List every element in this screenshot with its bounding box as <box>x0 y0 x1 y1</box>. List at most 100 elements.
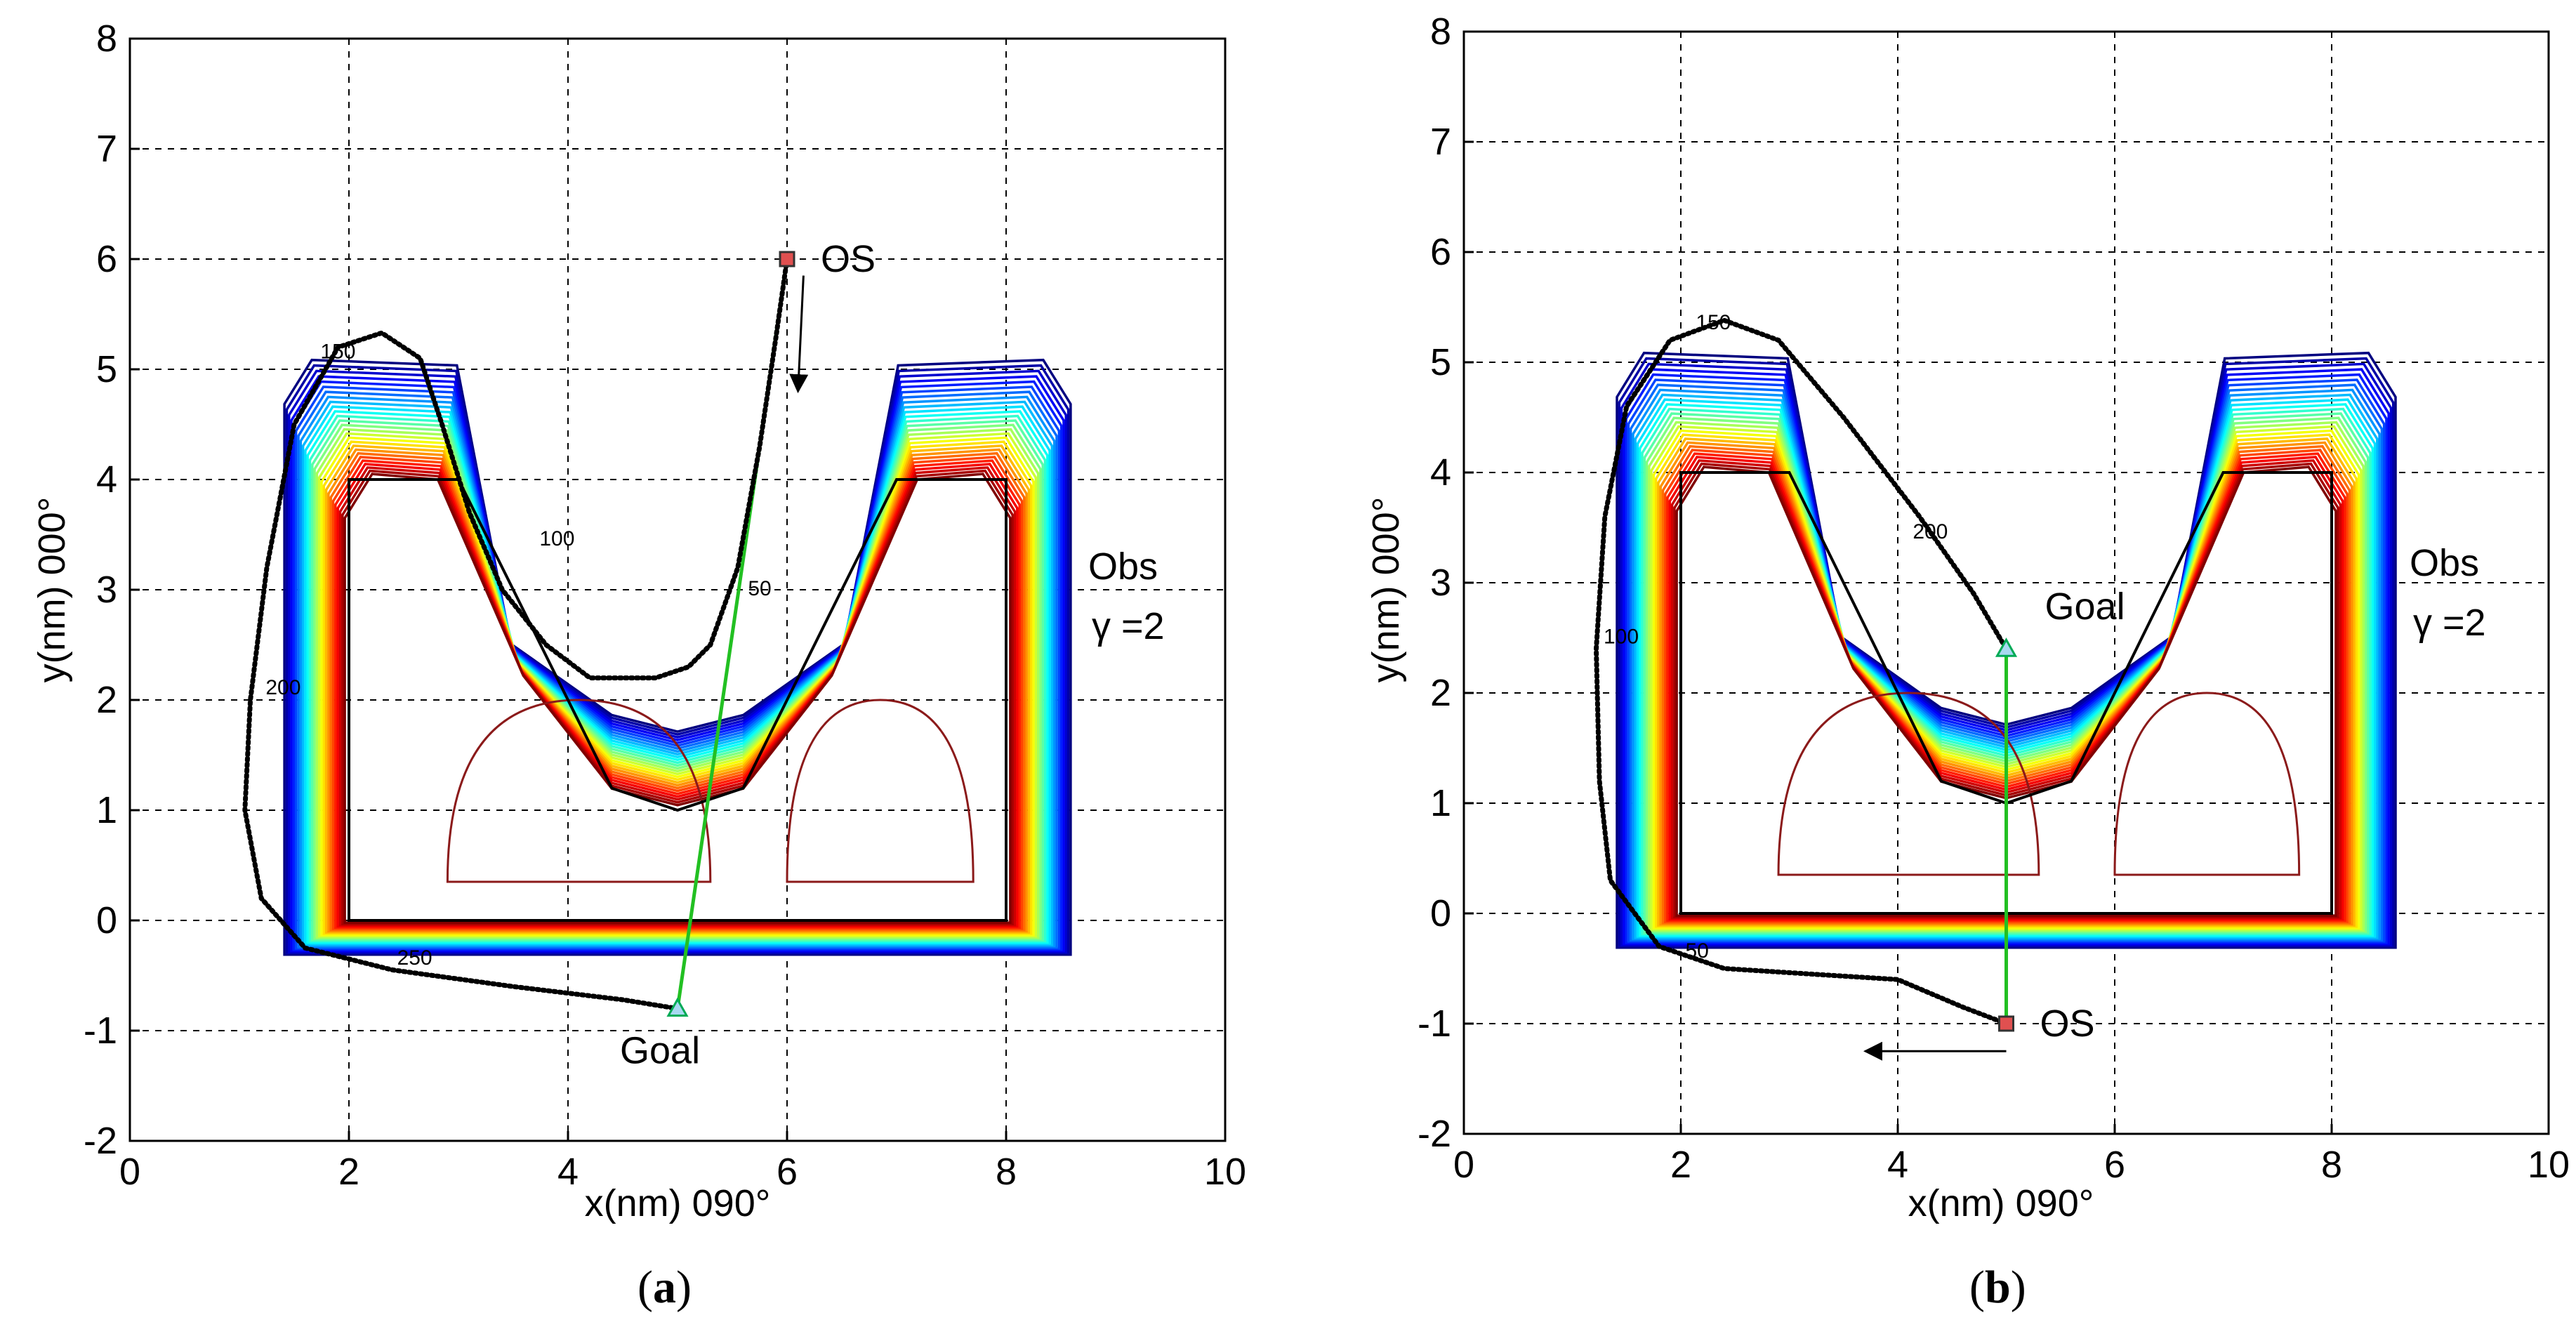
obstacle-outline-a <box>348 478 1008 922</box>
contour-line-a <box>320 436 1035 937</box>
contour-line-b <box>1650 425 2363 931</box>
start-label-b: OS <box>2040 1003 2095 1045</box>
contour-value-label-a: 100 <box>539 527 574 550</box>
y-tick-label-b: -1 <box>1418 1003 1451 1045</box>
contour-line-a <box>290 375 1065 953</box>
x-tick-label-a: 10 <box>1204 1151 1246 1193</box>
contour-line-a <box>294 385 1061 950</box>
y-tick-label-a: 1 <box>96 789 117 831</box>
obstacle-contours-b <box>1616 351 2397 949</box>
contour-line-b <box>1654 433 2358 928</box>
contour-value-label-b: 100 <box>1604 625 1639 648</box>
contour-line-b <box>1634 393 2379 939</box>
contour-line-b <box>1620 362 2393 946</box>
contour-line-b <box>1638 403 2374 937</box>
contour-line-b <box>1670 459 2342 920</box>
caption-paren-close-b: ) <box>2011 1262 2026 1313</box>
caption-paren-open-a: ( <box>638 1262 653 1313</box>
inner-contour-lobe-a <box>446 699 712 883</box>
x-tick-label-b: 6 <box>2104 1144 2125 1186</box>
contour-line-a <box>285 364 1070 955</box>
y-tick-label-a: -2 <box>84 1120 117 1162</box>
panel-b: 150 200 100 50 OS Goal 0 2 4 6 8 10 -2 -1 0 1 2 3 4 5 6 7 8 x… <box>1365 11 2570 1313</box>
y-tick-label-b: 8 <box>1430 11 1451 53</box>
contour-line-b <box>1643 412 2370 934</box>
goal-label-a: Goal <box>620 1030 700 1072</box>
trajectory-core-b <box>1594 319 2007 1025</box>
y-tick-label-b: -2 <box>1418 1113 1451 1155</box>
contour-value-label-a: 200 <box>265 676 300 699</box>
x-tick-label-b: 4 <box>1887 1144 1908 1186</box>
obstacle-contours-a <box>283 358 1072 956</box>
contour-line-a <box>308 414 1047 943</box>
contour-line-a <box>287 369 1068 953</box>
y-axis-label-b: y(nm) 000° <box>1365 497 1407 683</box>
contour-line-a <box>301 400 1054 946</box>
trajectory-core-a <box>244 258 788 1010</box>
inner-contour-lobe-a <box>786 699 975 883</box>
gamma-label-b: γ =2 <box>2413 602 2486 644</box>
y-tick-label-b: 7 <box>1430 121 1451 163</box>
caption-paren-open-b: ( <box>1969 1262 1985 1313</box>
series-a: 150 100 50 200 250 OS Goal <box>242 238 876 1072</box>
start-marker-a <box>779 251 795 267</box>
inner-contour-lobe-b <box>2113 692 2301 876</box>
contour-value-label-a: 50 <box>748 577 771 600</box>
y-tick-label-a: 7 <box>96 128 117 170</box>
contour-line-b <box>1664 449 2349 923</box>
start-marker-b <box>1998 1015 2014 1032</box>
contour-line-b <box>1632 388 2381 941</box>
y-tick-label-b: 3 <box>1430 562 1451 604</box>
x-axis-label-a: x(nm) 090° <box>585 1182 771 1224</box>
goal-marker-a <box>666 997 689 1017</box>
y-tick-label-a: 2 <box>96 679 117 721</box>
y-tick-label-a: -1 <box>84 1010 117 1052</box>
x-axis-label-b: x(nm) 090° <box>1908 1182 2094 1224</box>
contour-line-b <box>1657 437 2356 927</box>
contour-value-label-a: 150 <box>320 340 355 363</box>
goal-label-b: Goal <box>2045 586 2125 628</box>
caption-b: (b) <box>1969 1262 2026 1313</box>
contour-value-label-b: 50 <box>1685 939 1708 963</box>
inner-contour-lobe-b <box>1777 692 2040 876</box>
y-tick-label-b: 5 <box>1430 341 1451 383</box>
x-tick-label-b: 0 <box>1453 1144 1474 1186</box>
obstacle-label-b: Obs <box>2410 542 2479 584</box>
motion-arrow-a <box>789 275 809 394</box>
contour-line-a <box>292 380 1063 951</box>
caption-letter-b: b <box>1985 1262 2011 1313</box>
ticks-a: 0 2 4 6 8 10 -2 -1 0 1 2 3 4 5 6 7 8 <box>84 18 1246 1193</box>
y-tick-label-a: 6 <box>96 238 117 280</box>
ticks-b: 0 2 4 6 8 10 -2 -1 0 1 2 3 4 5 6 7 8 <box>1418 11 2570 1186</box>
x-tick-label-a: 6 <box>777 1151 798 1193</box>
contour-line-b <box>1627 378 2386 943</box>
contour-line-b <box>1636 398 2377 938</box>
caption-a: (a) <box>638 1262 692 1313</box>
contour-value-label-a: 250 <box>397 946 432 970</box>
y-tick-label-b: 1 <box>1430 782 1451 824</box>
contour-line-a <box>322 440 1033 935</box>
contour-line-b <box>1641 407 2372 936</box>
contour-line-b <box>1645 416 2367 933</box>
contour-line-b <box>1673 462 2339 918</box>
x-tick-label-b: 10 <box>2528 1144 2570 1186</box>
x-tick-label-a: 2 <box>338 1151 359 1193</box>
contour-line-a <box>313 423 1042 940</box>
contour-line-a <box>283 358 1072 956</box>
x-tick-label-a: 8 <box>996 1151 1017 1193</box>
x-tick-label-b: 8 <box>2321 1144 2342 1186</box>
series-b: 150 200 100 50 OS Goal <box>1593 311 2125 1061</box>
contour-line-b <box>1661 444 2351 925</box>
contour-line-b <box>1625 373 2388 944</box>
contour-line-a <box>297 390 1058 948</box>
contour-line-b <box>1666 452 2346 922</box>
contour-line-b <box>1668 456 2344 921</box>
y-tick-label-b: 0 <box>1430 892 1451 934</box>
contour-line-b <box>1623 368 2390 946</box>
x-tick-label-a: 4 <box>557 1151 579 1193</box>
contour-line-b <box>1648 421 2365 932</box>
y-tick-label-a: 4 <box>96 458 117 501</box>
goal-marker-b <box>1995 637 2018 657</box>
obstacle-outline-b <box>1679 471 2333 915</box>
contour-line-b <box>1616 351 2397 949</box>
